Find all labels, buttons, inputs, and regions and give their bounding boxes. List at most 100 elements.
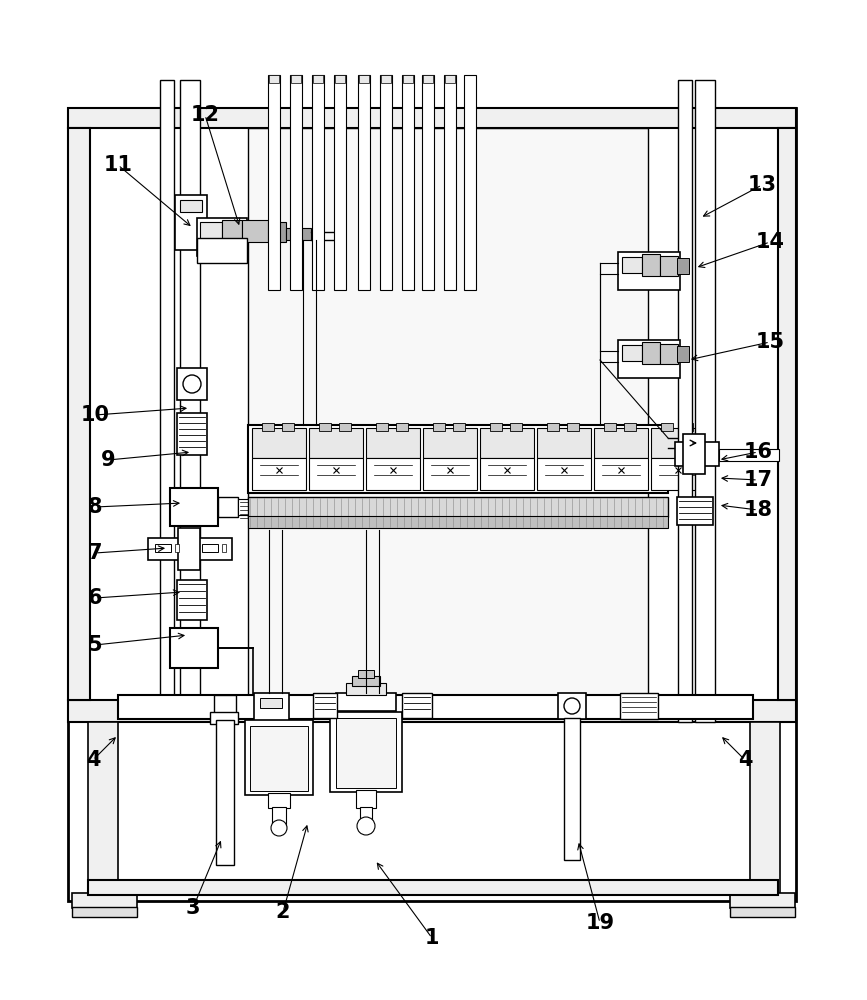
Bar [290,75,302,290]
Bar [537,458,591,490]
Bar [423,428,477,458]
Bar [330,712,402,792]
Text: 9: 9 [101,450,115,470]
Bar [282,423,294,431]
Bar [202,544,218,552]
Bar [660,256,678,276]
Bar [642,342,660,364]
Bar [215,240,225,248]
Bar [675,442,719,466]
Bar [268,75,280,290]
Bar [214,695,236,717]
Bar [148,538,232,560]
Bar [402,693,432,718]
Text: 4: 4 [86,750,101,770]
Bar [336,693,396,711]
Circle shape [183,375,201,393]
Text: 6: 6 [88,588,102,608]
Bar [272,807,286,829]
Bar [170,488,218,526]
Bar [335,75,345,83]
Text: 7: 7 [88,543,102,563]
Bar [248,516,668,528]
Text: 4: 4 [738,750,753,770]
Bar [594,458,648,490]
Text: 12: 12 [191,105,219,125]
Bar [313,693,337,718]
Bar [358,75,370,290]
Bar [396,423,408,431]
Bar [352,676,380,686]
Bar [291,75,301,83]
Bar [490,423,502,431]
Text: 13: 13 [747,175,777,195]
Bar [339,423,351,431]
Text: 14: 14 [755,232,785,252]
Bar [248,497,668,517]
Bar [358,670,374,678]
Bar [510,423,522,431]
Bar [248,128,648,700]
Bar [445,75,455,83]
Bar [750,722,780,897]
Bar [312,75,324,290]
Text: 2: 2 [276,902,290,922]
Text: 1: 1 [425,928,440,948]
Bar [197,218,247,256]
Bar [252,428,306,458]
Text: 18: 18 [744,500,772,520]
Bar [558,693,586,719]
Bar [260,698,282,708]
Bar [681,423,693,431]
Bar [238,499,270,515]
Bar [222,544,226,552]
Bar [262,423,274,431]
Bar [480,458,534,490]
Bar [245,720,313,795]
Bar [422,75,434,290]
Bar [622,345,642,361]
Bar [68,128,90,700]
Bar [177,580,207,620]
Bar [356,790,376,808]
Bar [594,428,648,458]
Bar [178,528,200,570]
Bar [660,344,678,364]
Text: 10: 10 [81,405,109,425]
Bar [677,497,713,525]
Bar [403,75,413,83]
Text: 3: 3 [186,898,200,918]
Bar [72,907,137,917]
Bar [319,423,331,431]
Bar [678,80,692,722]
Bar [252,458,306,490]
Text: 8: 8 [88,497,102,517]
Bar [72,893,137,908]
Bar [170,628,218,668]
Bar [618,340,680,378]
Bar [618,252,680,290]
Bar [346,683,386,695]
Bar [444,75,456,290]
Bar [622,257,642,273]
Bar [464,75,476,290]
Bar [624,423,636,431]
Bar [730,907,795,917]
Circle shape [357,817,375,835]
Bar [336,718,396,788]
Bar [268,222,286,242]
Bar [309,428,363,458]
Bar [216,720,234,865]
Bar [180,200,202,212]
Bar [423,75,433,83]
Bar [197,238,247,263]
Bar [210,712,238,724]
Bar [402,75,414,290]
Bar [250,726,308,791]
Bar [778,128,796,700]
Bar [177,413,207,455]
Text: 16: 16 [744,442,772,462]
Bar [567,423,579,431]
Bar [423,458,477,490]
Bar [366,458,420,490]
